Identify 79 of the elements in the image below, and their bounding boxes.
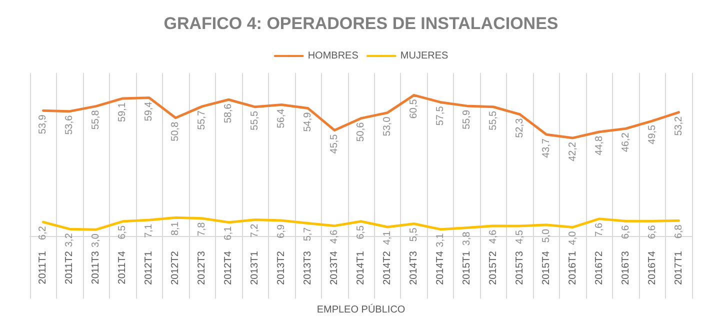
- data-label: 7,1: [144, 224, 155, 238]
- x-tick-label: 2012T3: [196, 250, 208, 285]
- x-tick-label: 2016T2: [594, 250, 605, 285]
- data-label: 58,6: [223, 103, 234, 124]
- data-label: 6,6: [646, 224, 658, 240]
- data-label: 54,9: [302, 112, 314, 132]
- data-label: 59,4: [144, 101, 155, 122]
- x-tick-label: 2016T1: [567, 250, 578, 285]
- data-label: 7,8: [196, 222, 208, 236]
- data-label: 59,1: [117, 102, 128, 122]
- data-label: 7,2: [250, 223, 261, 238]
- chart-title: GRAFICO 4: OPERADORES DE INSTALACIONES: [164, 14, 558, 33]
- data-label: 56,4: [276, 108, 288, 128]
- x-tick-label: 2016T3: [620, 250, 632, 285]
- data-label: 52,3: [514, 118, 526, 138]
- x-tick-label: 2013T3: [302, 250, 314, 285]
- data-label: 6,5: [117, 224, 128, 240]
- data-label: 5,0: [540, 228, 552, 243]
- data-label: 60,5: [408, 98, 420, 119]
- x-tick-label: 2016T4: [646, 250, 658, 285]
- x-tick-label: 2014T4: [434, 250, 446, 285]
- data-label: 3,2: [64, 232, 76, 247]
- data-label: 57,5: [434, 106, 446, 126]
- data-label: 53,6: [64, 114, 76, 135]
- data-label: 5,7: [302, 226, 314, 242]
- x-tick-label: 2015T3: [514, 250, 526, 285]
- data-label: 4,6: [329, 229, 340, 244]
- data-label: 53,2: [673, 116, 684, 136]
- x-tick-label: 2017T1: [673, 250, 684, 285]
- data-label: 53,0: [382, 116, 393, 136]
- data-label: 45,5: [329, 134, 340, 154]
- data-label: 4,0: [567, 230, 578, 246]
- x-tick-label: 2015T2: [488, 250, 499, 285]
- x-tick-label: 2014T2: [382, 250, 393, 285]
- data-label: 50,8: [170, 121, 182, 142]
- data-label: 6,5: [356, 224, 366, 240]
- data-label: 4,5: [514, 230, 526, 244]
- data-label: 55,7: [196, 110, 208, 130]
- x-tick-label: 2015T4: [540, 250, 552, 285]
- x-axis-title: EMPLEO PÚBLICO: [316, 304, 406, 316]
- data-label: 3,0: [90, 233, 102, 248]
- data-label: 6,2: [38, 226, 49, 240]
- data-label: 55,9: [461, 110, 472, 130]
- x-tick-label: 2014T3: [408, 250, 420, 285]
- data-label: 46,2: [620, 132, 632, 152]
- data-label: 6,9: [276, 224, 288, 238]
- x-tick-label: 2011T2: [64, 250, 76, 284]
- data-label: 3,1: [434, 232, 446, 248]
- legend-label: MUJERES: [400, 50, 448, 62]
- data-label: 44,8: [594, 135, 605, 156]
- data-label: 50,6: [356, 122, 366, 142]
- x-tick-label: 2011T1: [38, 250, 49, 284]
- x-tick-label: 2011T4: [117, 250, 128, 284]
- x-tick-label: 2012T4: [223, 250, 234, 285]
- x-tick-label: 2015T1: [461, 250, 472, 285]
- x-tick-label: 2013T2: [276, 250, 288, 285]
- data-label: 5,5: [408, 227, 420, 242]
- data-label: 6,1: [223, 226, 234, 240]
- data-label: 53,9: [38, 114, 49, 134]
- data-label: 6,8: [673, 224, 684, 239]
- x-tick-label: 2014T1: [356, 250, 366, 285]
- x-tick-label: 2013T4: [329, 250, 340, 285]
- data-label: 55,8: [90, 110, 102, 130]
- x-tick-label: 2012T1: [144, 250, 155, 285]
- data-label: 55,5: [488, 110, 499, 130]
- data-label: 49,5: [646, 124, 658, 144]
- data-label: 4,1: [382, 230, 393, 245]
- x-tick-label: 2011T3: [90, 250, 102, 284]
- data-label: 7,6: [594, 222, 605, 237]
- x-tick-label: 2012T2: [170, 250, 182, 285]
- data-label: 8,1: [170, 221, 182, 236]
- data-label: 3,8: [461, 231, 472, 246]
- data-label: 55,5: [250, 110, 261, 130]
- x-tick-label: 2013T1: [250, 250, 261, 285]
- data-label: 42,2: [567, 142, 578, 162]
- data-label: 43,7: [540, 138, 552, 158]
- data-label: 6,6: [620, 224, 632, 240]
- legend-label: HOMBRES: [308, 50, 359, 62]
- data-label: 4,6: [488, 229, 499, 244]
